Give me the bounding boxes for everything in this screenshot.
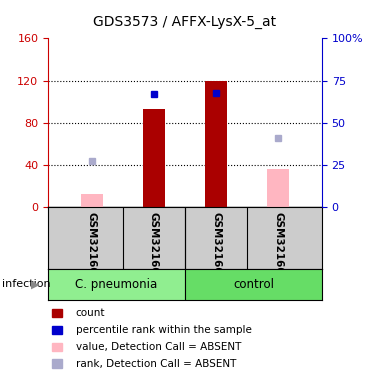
Text: percentile rank within the sample: percentile rank within the sample [76,325,252,335]
Bar [143,109,165,207]
Text: GSM321606: GSM321606 [273,212,283,282]
Bar [268,169,289,207]
Bar [205,81,227,207]
Text: GSM321607: GSM321607 [87,212,97,282]
Bar [81,194,102,207]
Text: count: count [76,308,105,318]
Text: value, Detection Call = ABSENT: value, Detection Call = ABSENT [76,342,241,352]
Text: ▶: ▶ [31,279,40,289]
Text: C. pneumonia: C. pneumonia [75,278,158,291]
Text: control: control [233,278,274,291]
Text: GDS3573 / AFFX-LysX-5_at: GDS3573 / AFFX-LysX-5_at [94,15,276,29]
Text: GSM321605: GSM321605 [211,212,221,282]
Text: infection: infection [2,279,50,289]
Bar [48,269,185,300]
Bar [185,269,322,300]
Text: rank, Detection Call = ABSENT: rank, Detection Call = ABSENT [76,359,236,369]
Text: GSM321608: GSM321608 [149,212,159,282]
